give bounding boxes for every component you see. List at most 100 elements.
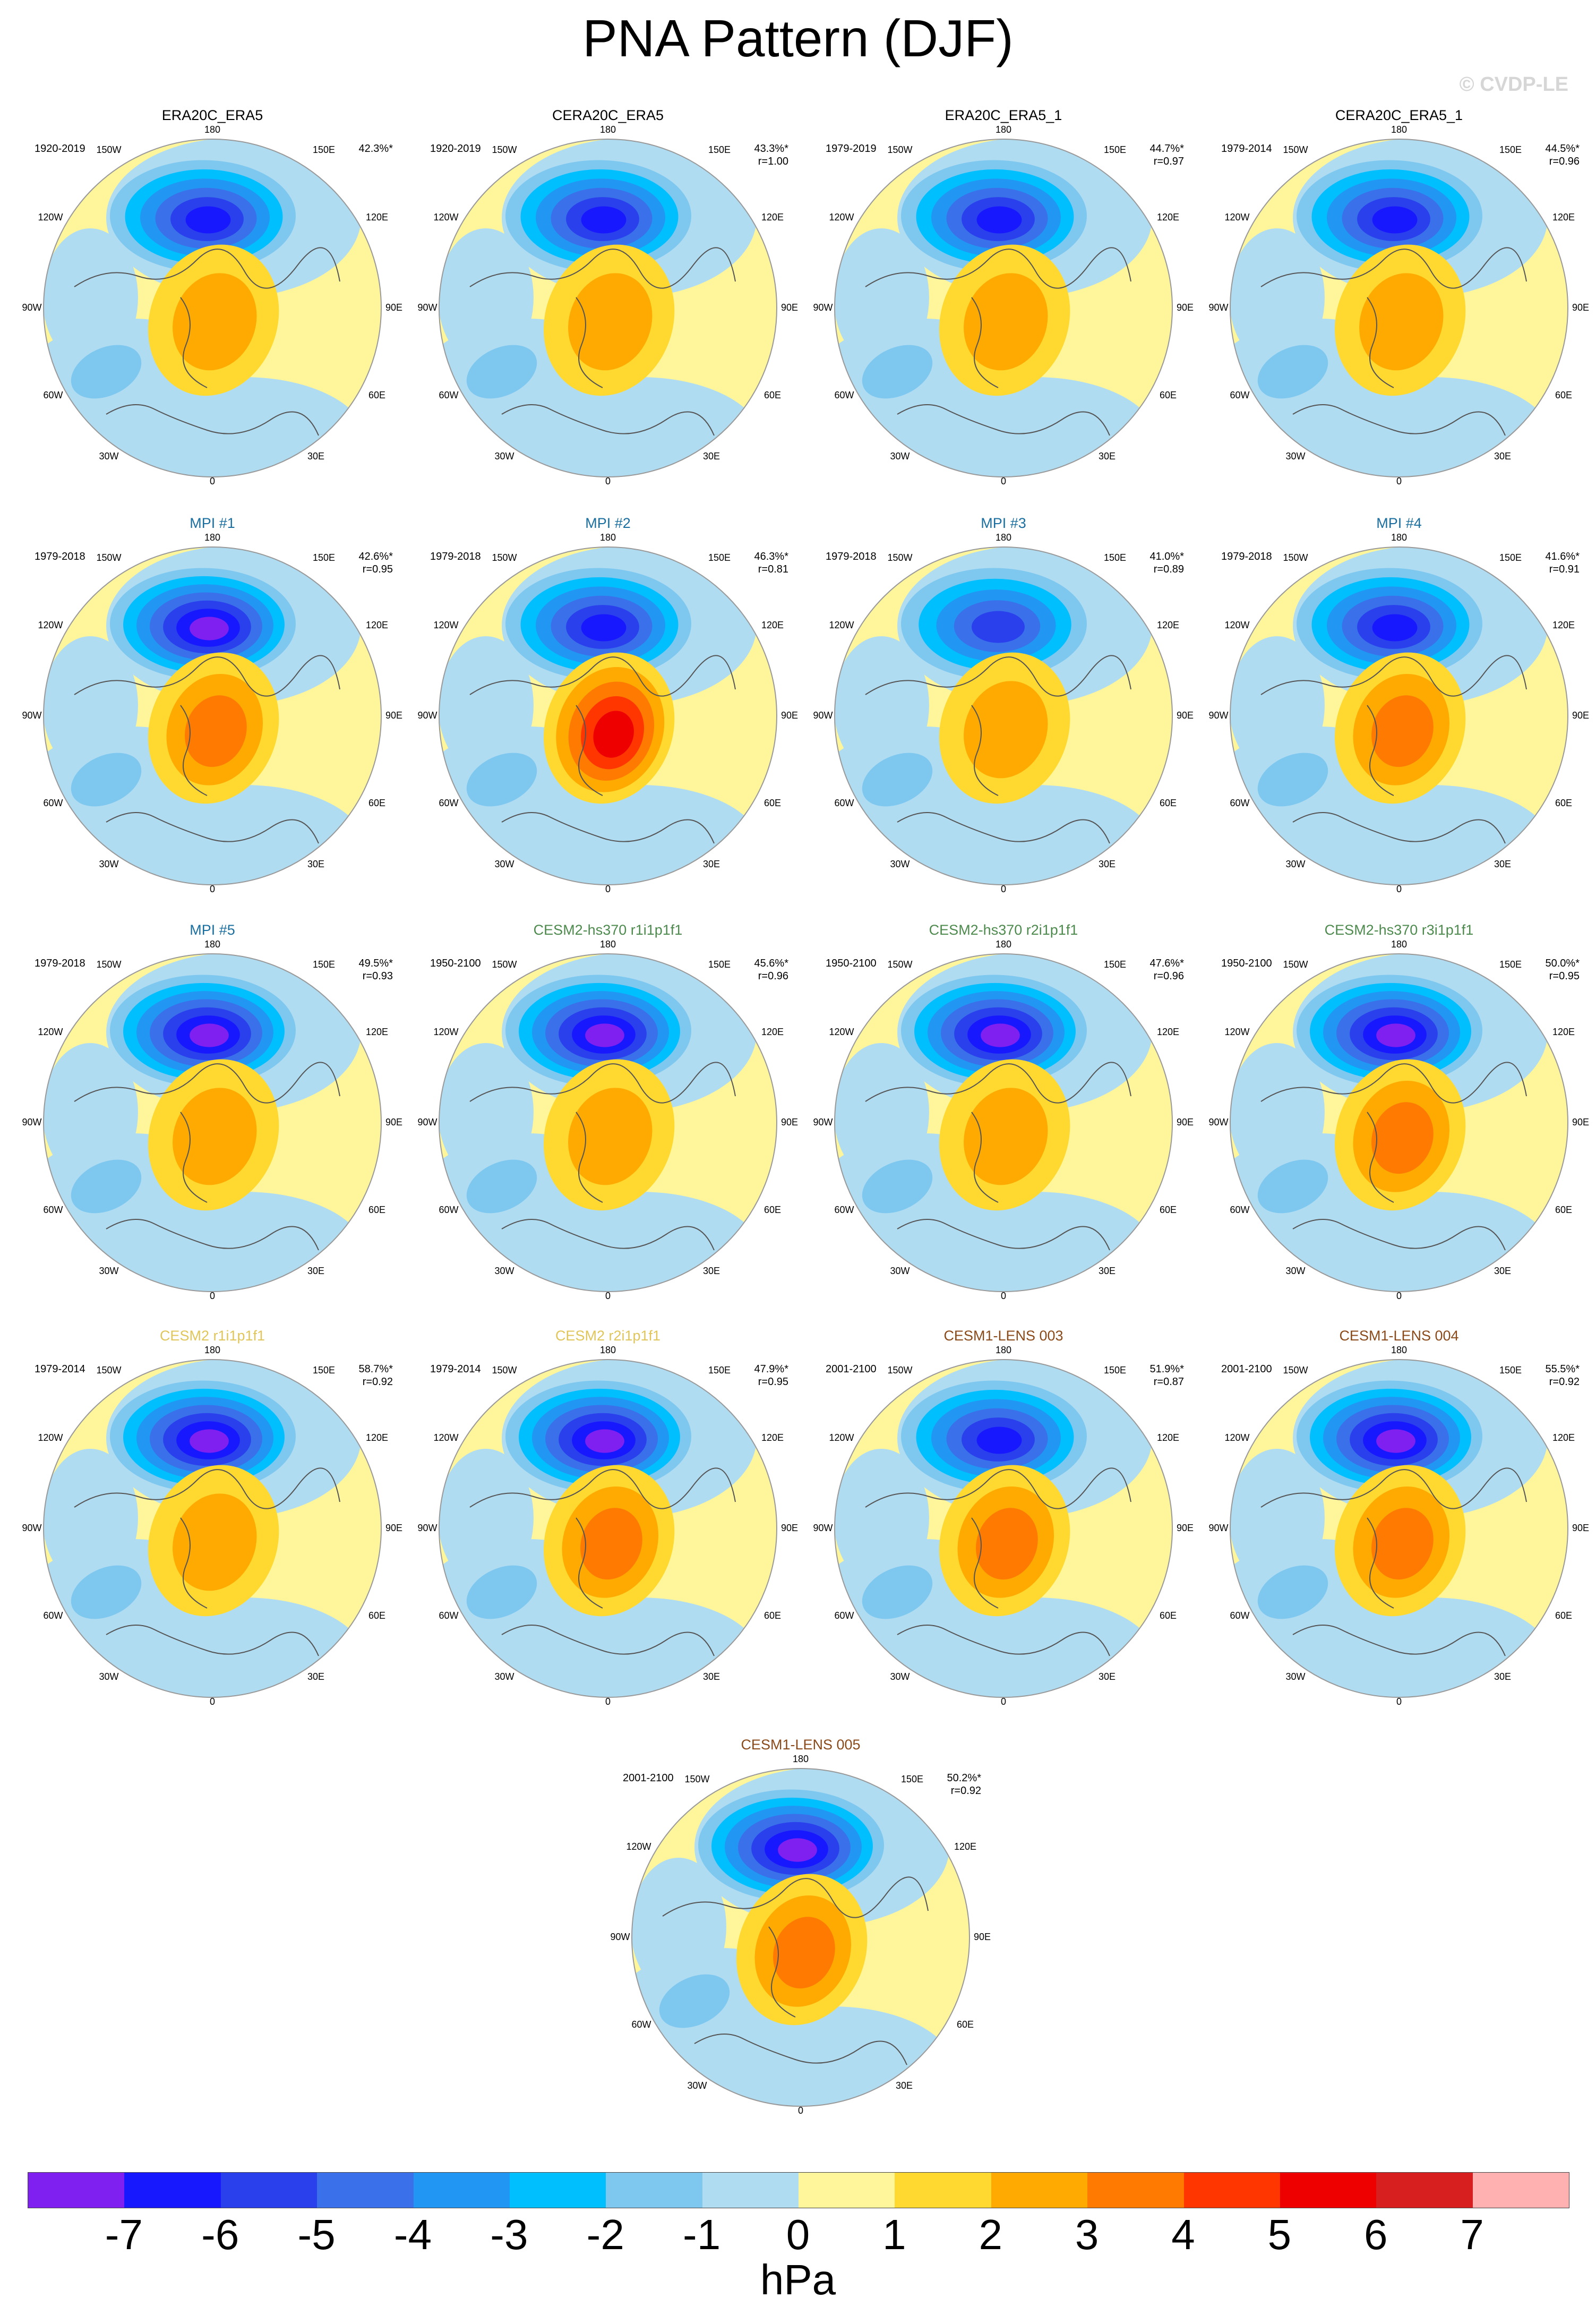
contour-neg-shading bbox=[518, 1192, 762, 1292]
lon-label: 90E bbox=[1177, 302, 1194, 313]
lon-label: 120W bbox=[433, 212, 458, 223]
lon-label: 90W bbox=[417, 302, 437, 313]
lon-label: 0 bbox=[605, 1291, 611, 1301]
panel-pattern-corr: r=0.81 bbox=[758, 563, 788, 575]
map-border bbox=[43, 1359, 382, 1698]
contour-low-level bbox=[190, 1023, 229, 1047]
lon-label: 150E bbox=[1499, 1365, 1522, 1376]
panel-pattern-corr: r=0.95 bbox=[758, 1376, 788, 1388]
coastlines bbox=[865, 1467, 1131, 1656]
lon-label: 120W bbox=[38, 620, 63, 630]
lon-label: 60W bbox=[834, 798, 854, 808]
lon-label: 60W bbox=[1230, 1610, 1249, 1621]
lon-label: 60W bbox=[439, 1610, 458, 1621]
contour-neg-shading bbox=[1230, 1449, 1325, 1587]
panel-variance-pct: 50.2%* bbox=[947, 1772, 982, 1784]
lon-label: 90E bbox=[1572, 1117, 1589, 1127]
lon-label: 30E bbox=[1494, 1266, 1511, 1276]
lon-label: 30E bbox=[1099, 859, 1116, 869]
colorbar-bin bbox=[702, 2173, 799, 2208]
contour-neg-shading bbox=[44, 228, 138, 366]
lon-label: 90E bbox=[1177, 1523, 1194, 1533]
lon-label: 0 bbox=[210, 476, 215, 486]
lon-label: 150E bbox=[1499, 552, 1522, 563]
lon-label: 60E bbox=[957, 2019, 974, 2030]
colorbar-tick-label: -1 bbox=[683, 2211, 721, 2258]
panel-period: 1950-2100 bbox=[826, 958, 877, 969]
lon-label: 60W bbox=[43, 1205, 63, 1215]
colorbar-bin bbox=[509, 2173, 606, 2208]
colorbar-bin bbox=[1087, 2173, 1184, 2208]
lon-label: 120E bbox=[366, 212, 388, 223]
contour-neg-shading bbox=[518, 377, 762, 477]
lon-label: 30W bbox=[890, 1266, 909, 1276]
lon-label: 60E bbox=[764, 1610, 781, 1621]
contour-neg-shading bbox=[913, 377, 1157, 477]
lon-label: 120W bbox=[38, 212, 63, 223]
contour-neg-shading bbox=[122, 1598, 366, 1697]
lon-label: 120E bbox=[1552, 620, 1575, 630]
lon-label: 30W bbox=[99, 1671, 118, 1682]
panel-variance-pct: 51.9%* bbox=[1149, 1363, 1185, 1375]
lon-label: 30W bbox=[890, 859, 909, 869]
lon-label: 150W bbox=[492, 959, 517, 970]
panel-period: 1979-2019 bbox=[826, 143, 877, 155]
lon-label: 0 bbox=[798, 2105, 803, 2116]
lon-label: 60E bbox=[1160, 390, 1177, 400]
lon-label: 150W bbox=[492, 1365, 517, 1376]
lon-label: 0 bbox=[605, 476, 611, 486]
panel-period: 1979-2014 bbox=[35, 1363, 85, 1375]
lon-label: 30E bbox=[1099, 451, 1116, 462]
copyright-watermark: © CVDP-LE bbox=[1459, 73, 1568, 96]
panel-period: 1920-2019 bbox=[430, 143, 481, 155]
lon-label: 30W bbox=[494, 451, 514, 462]
panel-title: MPI #5 bbox=[190, 922, 235, 938]
lon-label: 60W bbox=[834, 1205, 854, 1215]
lon-label: 90W bbox=[813, 1117, 833, 1127]
lon-label: 30E bbox=[703, 451, 720, 462]
contour-low-level bbox=[1372, 206, 1418, 234]
map-panel: CESM1-LENS 005 2001-2100 50.2%* r=0.92 180 15… bbox=[604, 1736, 997, 2118]
lon-label: 150E bbox=[1104, 144, 1126, 155]
lon-label: 180 bbox=[600, 532, 616, 543]
lon-label: 180 bbox=[996, 124, 1011, 135]
coastlines bbox=[865, 1062, 1131, 1251]
panel-title: CESM1-LENS 005 bbox=[741, 1737, 861, 1753]
panel-period: 1950-2100 bbox=[1221, 958, 1272, 969]
polar-map: 180 150W 150E 120W 120E 90W 90E 60W 60E 30W 30E 0 bbox=[1208, 939, 1589, 1301]
lon-label: 0 bbox=[605, 884, 611, 894]
lon-label: 120W bbox=[433, 620, 458, 630]
map-panel: CESM2 r2i1p1f1 1979-2014 47.9%* r=0.95 180 15… bbox=[411, 1327, 804, 1709]
lon-label: 60E bbox=[1555, 798, 1572, 808]
lon-label: 90E bbox=[385, 710, 402, 721]
lon-label: 120E bbox=[1157, 620, 1179, 630]
lon-label: 150E bbox=[708, 552, 731, 563]
panel-title: CESM2 r1i1p1f1 bbox=[159, 1328, 265, 1344]
polar-map: 180 150W 150E 120W 120E 90W 90E 60W 60E 30W 30E 0 bbox=[813, 939, 1194, 1301]
panel-period: 1920-2019 bbox=[35, 143, 85, 155]
coastlines bbox=[865, 655, 1131, 844]
panel-pattern-corr: r=1.00 bbox=[758, 156, 788, 167]
contour-neg-shading bbox=[1309, 377, 1553, 477]
contour-high-level bbox=[580, 1508, 642, 1580]
coastlines bbox=[469, 1467, 736, 1656]
contour-neg-secondary bbox=[862, 753, 933, 807]
contour-low-level bbox=[1372, 614, 1418, 642]
lon-label: 60E bbox=[368, 1610, 385, 1621]
lon-label: 180 bbox=[996, 532, 1011, 543]
contour-neg-shading bbox=[835, 636, 929, 774]
panel-title: CESM1-LENS 003 bbox=[943, 1328, 1063, 1344]
contour-neg-shading bbox=[913, 1598, 1157, 1697]
lon-label: 180 bbox=[1391, 939, 1407, 950]
panel-title: CESM2 r2i1p1f1 bbox=[555, 1328, 661, 1344]
lon-label: 150W bbox=[96, 552, 121, 563]
lon-label: 180 bbox=[996, 939, 1011, 950]
panel-variance-pct: 42.3%* bbox=[358, 143, 393, 155]
lon-label: 90E bbox=[385, 302, 402, 313]
lon-label: 150W bbox=[887, 959, 912, 970]
coastlines bbox=[74, 1062, 340, 1251]
lon-label: 90E bbox=[781, 1117, 798, 1127]
lon-label: 180 bbox=[204, 532, 220, 543]
panel-variance-pct: 50.0%* bbox=[1545, 958, 1580, 969]
panel-pattern-corr: r=0.91 bbox=[1549, 563, 1580, 575]
